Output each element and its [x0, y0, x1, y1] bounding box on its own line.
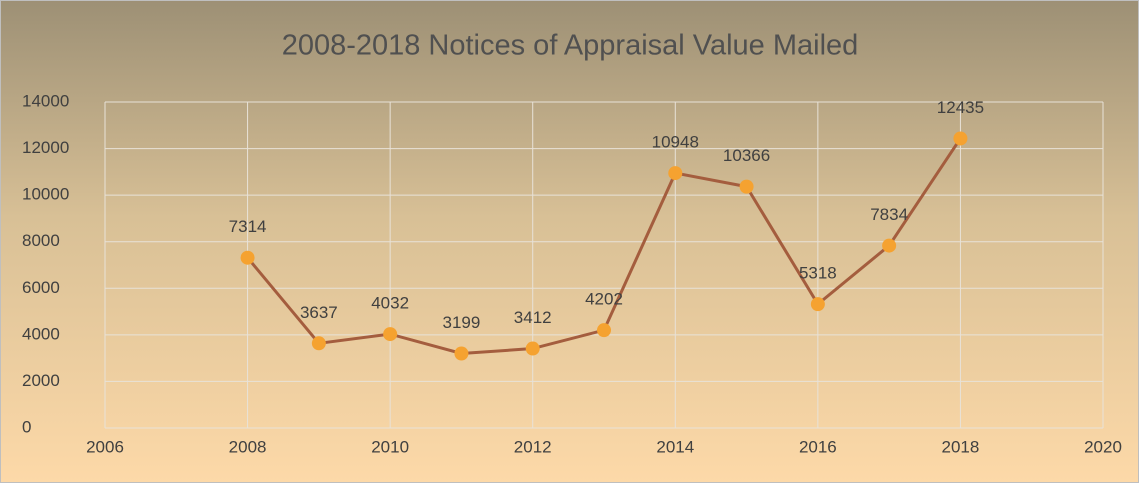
data-point: [383, 327, 398, 342]
x-tick-label: 2020: [1084, 437, 1122, 456]
data-label: 3637: [300, 303, 338, 322]
y-tick-label: 8000: [22, 231, 60, 250]
data-label: 7834: [870, 205, 908, 224]
x-tick-label: 2006: [86, 437, 124, 456]
data-label: 3412: [514, 308, 552, 327]
data-point: [240, 250, 255, 265]
data-point: [810, 297, 825, 312]
y-tick-label: 14000: [22, 91, 69, 110]
data-label: 5318: [799, 264, 837, 283]
chart-title: 2008-2018 Notices of Appraisal Value Mai…: [282, 30, 859, 62]
data-point: [739, 179, 754, 194]
data-point: [882, 238, 897, 253]
data-point: [953, 131, 968, 146]
data-label: 4032: [371, 294, 409, 313]
data-point: [525, 341, 540, 356]
data-point: [454, 346, 469, 361]
y-tick-label: 6000: [22, 278, 60, 297]
y-tick-label: 0: [22, 417, 31, 436]
data-label: 10948: [652, 133, 699, 152]
data-point: [668, 166, 683, 181]
x-tick-label: 2016: [799, 437, 837, 456]
data-label: 3199: [443, 313, 481, 332]
y-tick-label: 4000: [22, 324, 60, 343]
data-label: 10366: [723, 146, 770, 165]
data-point: [597, 323, 611, 338]
x-tick-label: 2010: [371, 437, 409, 456]
data-point: [311, 336, 326, 351]
y-tick-label: 2000: [22, 371, 60, 390]
x-tick-label: 2018: [942, 437, 980, 456]
x-tick-label: 2012: [514, 437, 552, 456]
y-tick-label: 10000: [22, 185, 69, 204]
data-label: 4202: [585, 290, 623, 309]
y-tick-label: 12000: [22, 138, 69, 157]
data-label: 12435: [937, 98, 984, 117]
x-tick-label: 2014: [656, 437, 694, 456]
x-tick-label: 2008: [229, 437, 267, 456]
data-label: 7314: [229, 217, 267, 236]
